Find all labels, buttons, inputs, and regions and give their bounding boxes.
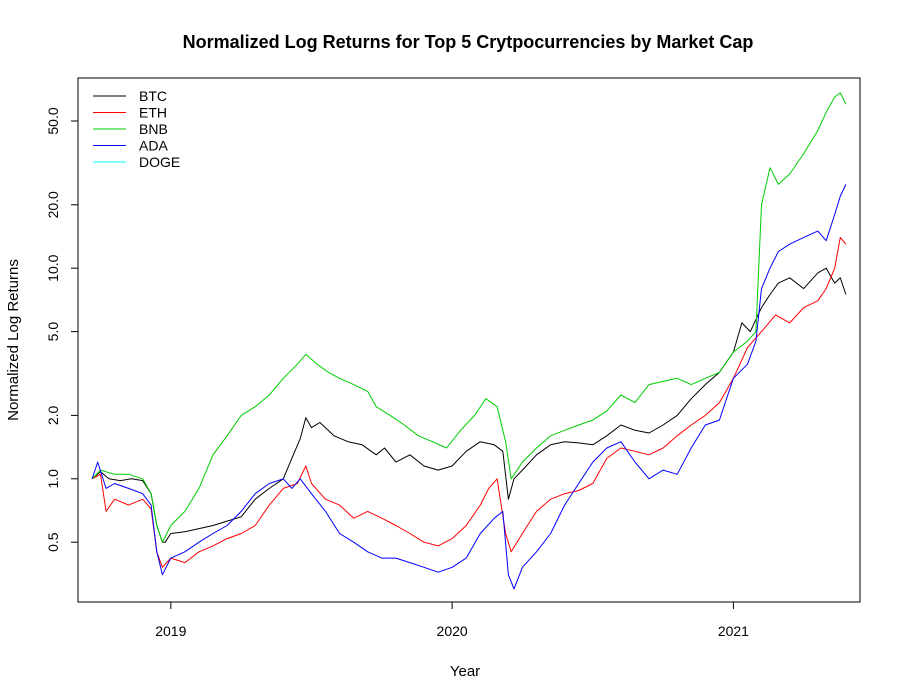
y-tick-label: 0.5: [45, 532, 61, 552]
series-line-ada: [91, 184, 847, 590]
legend-label-doge: DOGE: [139, 154, 180, 170]
y-tick-label: 1.0: [45, 469, 61, 489]
plot-area-frame: [77, 77, 861, 603]
x-tick-label: 2021: [718, 623, 749, 639]
chart-title: Normalized Log Returns for Top 5 Crytpoc…: [183, 32, 754, 52]
y-tick-label: 5.0: [45, 322, 61, 342]
series-lines: [91, 92, 847, 590]
series-line-btc: [91, 267, 847, 543]
legend-label-eth: ETH: [139, 105, 167, 121]
y-tick-label: 50.0: [45, 107, 61, 134]
legend-label-bnb: BNB: [139, 121, 168, 137]
x-axis: 2019 2020 2021: [155, 601, 749, 639]
y-tick-label: 10.0: [45, 254, 61, 281]
legend-label-btc: BTC: [139, 88, 167, 104]
y-tick-label: 20.0: [45, 191, 61, 218]
x-axis-label: Year: [450, 663, 480, 680]
y-axis: 0.5 1.0 2.0 5.0 10.0 20.0 50.0: [45, 107, 79, 552]
y-axis-label: Normalized Log Returns: [5, 259, 22, 421]
series-line-bnb: [91, 92, 847, 543]
y-tick-label: 2.0: [45, 405, 61, 425]
series-line-eth: [91, 236, 847, 568]
legend-label-ada: ADA: [139, 138, 168, 154]
x-tick-label: 2020: [437, 623, 468, 639]
x-tick-label: 2019: [155, 623, 186, 639]
